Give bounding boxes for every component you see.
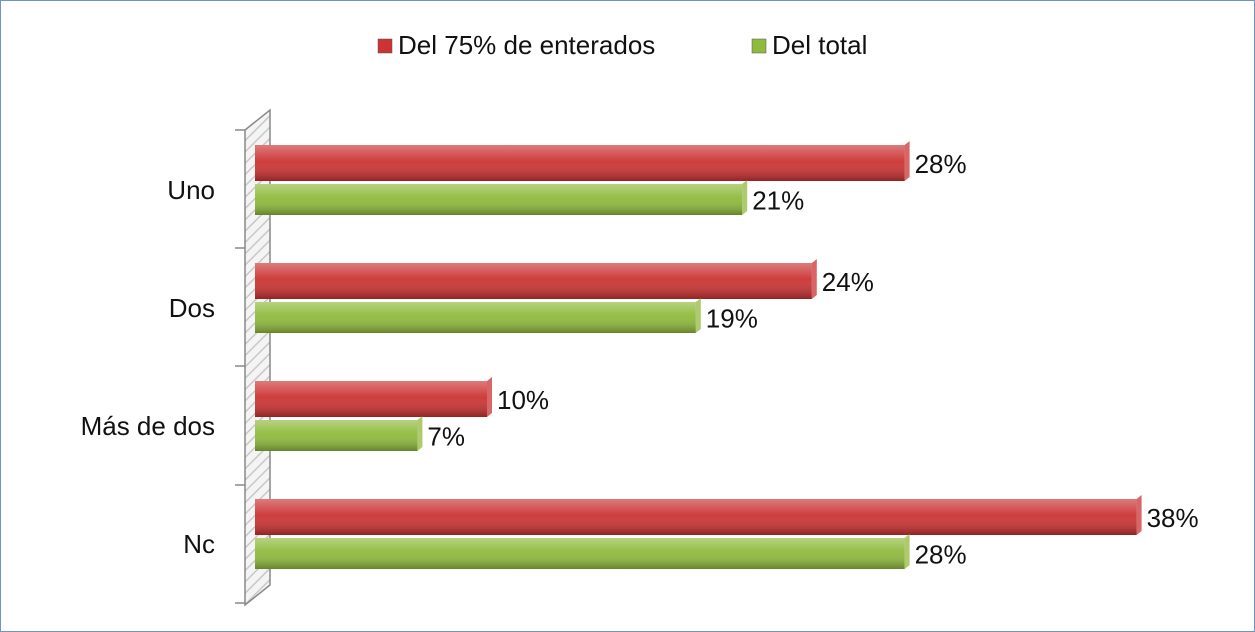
y-tick-label: Dos (169, 293, 215, 323)
data-label: 38% (1147, 503, 1199, 533)
y-tick-label: Uno (167, 175, 215, 205)
legend-label: Del 75% de enterados (398, 30, 655, 60)
y-tick-label: Más de dos (81, 411, 215, 441)
data-label: 10% (497, 385, 549, 415)
bar-cap (695, 298, 701, 333)
axis-wall (244, 108, 271, 607)
data-label: 28% (915, 539, 967, 569)
data-label: 21% (752, 185, 804, 215)
bar-cap (1136, 495, 1142, 535)
bar-shade (255, 538, 905, 569)
legend-label: Del total (772, 30, 867, 60)
bar-shade (255, 263, 812, 299)
legend-swatch (751, 38, 767, 54)
bar-shade (255, 381, 487, 417)
bar-cap (811, 259, 817, 299)
bar-cap (742, 180, 748, 215)
bar-cap (487, 377, 492, 417)
bar-shade (255, 145, 905, 181)
y-tick-label: Nc (183, 529, 215, 559)
legend-swatch (377, 38, 393, 54)
data-label: 19% (706, 303, 758, 333)
data-label: 7% (427, 421, 465, 451)
bar-shade (255, 420, 418, 451)
bar-cap (904, 534, 910, 569)
bar-shade (255, 302, 696, 333)
data-label: 28% (915, 149, 967, 179)
bar-cap (904, 141, 910, 181)
data-label: 24% (822, 267, 874, 297)
axis-ticks (235, 129, 245, 604)
bar-cap (417, 416, 423, 451)
bar-shade (255, 184, 743, 215)
bar-shade (255, 499, 1137, 535)
